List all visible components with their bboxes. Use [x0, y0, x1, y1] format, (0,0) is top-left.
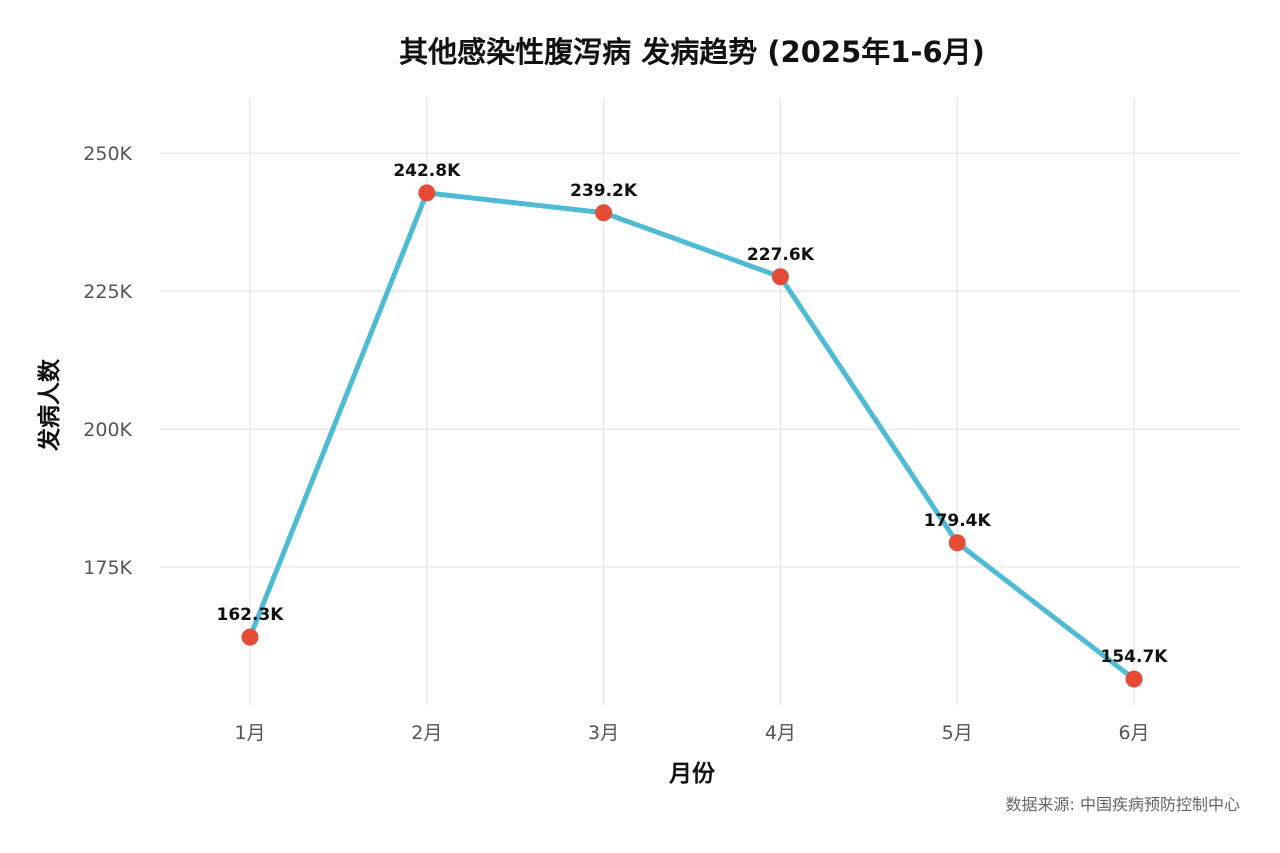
- y-tick-label: 250K: [83, 143, 132, 165]
- data-point: [418, 184, 436, 202]
- y-axis-title: 发病人数: [36, 358, 63, 452]
- x-axis-title: 月份: [668, 761, 716, 787]
- grid-layer: [160, 98, 1240, 705]
- series-line: [247, 190, 1137, 682]
- data-point: [771, 268, 789, 286]
- y-tick-label: 175K: [83, 557, 132, 579]
- data-points: [241, 184, 1143, 688]
- x-tick-label: 4月: [765, 722, 796, 744]
- chart-title: 其他感染性腹泻病 发病趋势 (2025年1-6月): [399, 35, 985, 69]
- y-tick-label: 200K: [83, 419, 132, 441]
- data-label: 227.6K: [747, 245, 815, 265]
- x-axis-ticks: 1月 2月 3月 4月 5月 6月: [234, 722, 1149, 744]
- data-label: 242.8K: [393, 161, 461, 181]
- x-tick-label: 3月: [588, 722, 619, 744]
- data-labels: 162.3K 242.8K 239.2K 227.6K 179.4K 154.7K: [217, 161, 1169, 667]
- data-label: 162.3K: [217, 605, 285, 625]
- x-tick-label: 2月: [411, 722, 442, 744]
- x-tick-label: 1月: [234, 722, 265, 744]
- x-tick-label: 6月: [1118, 722, 1149, 744]
- data-point: [241, 628, 259, 646]
- y-axis-ticks: 175K 200K 225K 250K: [83, 143, 132, 579]
- series-layer: [247, 190, 1137, 682]
- x-tick-label: 5月: [942, 722, 973, 744]
- data-point: [595, 204, 613, 222]
- data-point: [1125, 670, 1143, 688]
- data-label: 179.4K: [924, 511, 992, 531]
- data-label: 154.7K: [1101, 647, 1169, 667]
- data-point: [948, 534, 966, 552]
- data-label: 239.2K: [570, 181, 638, 201]
- y-tick-label: 225K: [83, 281, 132, 303]
- source-caption: 数据来源: 中国疾病预防控制中心: [1006, 795, 1240, 814]
